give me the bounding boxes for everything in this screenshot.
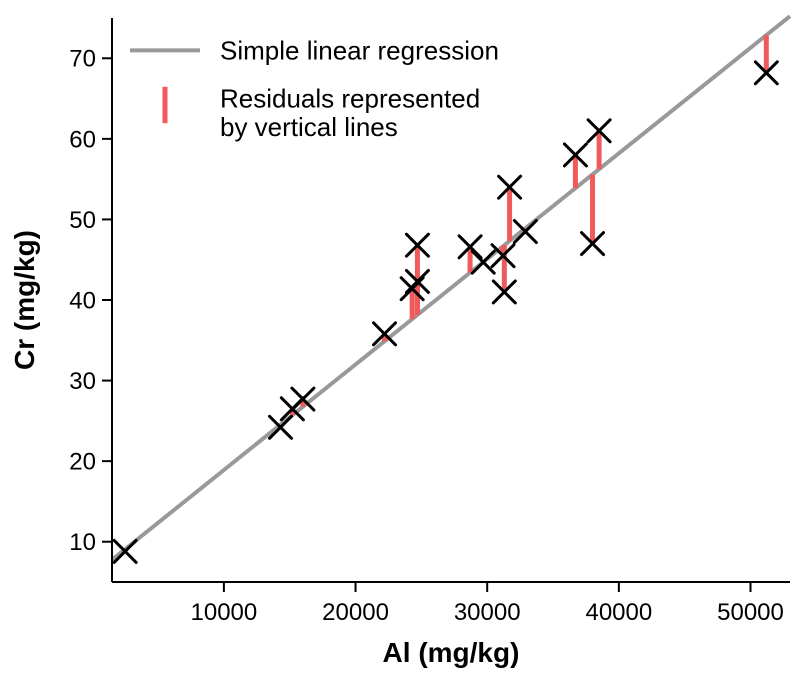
x-tick-label: 10000 xyxy=(191,599,258,626)
x-tick-label: 40000 xyxy=(585,599,652,626)
scatter-chart: 10000 20000 30000 40000 50000 10 20 30 40 50 60 70 A… xyxy=(0,0,806,691)
y-tick-label: 30 xyxy=(69,368,96,395)
legend-label: by vertical lines xyxy=(220,112,398,142)
x-tick-label: 50000 xyxy=(717,599,784,626)
y-tick-label: 20 xyxy=(69,449,96,476)
y-axis-title: Cr (mg/kg) xyxy=(9,230,40,370)
x-tick-label: 30000 xyxy=(454,599,521,626)
y-tick-label: 60 xyxy=(69,126,96,153)
y-tick-label: 40 xyxy=(69,287,96,314)
x-tick-label: 20000 xyxy=(322,599,389,626)
x-axis-title: Al (mg/kg) xyxy=(383,637,520,668)
legend-label: Residuals represented xyxy=(220,84,480,114)
legend-label: Simple linear regression xyxy=(220,36,499,66)
y-tick-label: 10 xyxy=(69,529,96,556)
chart-svg: 10000 20000 30000 40000 50000 10 20 30 40 50 60 70 A… xyxy=(0,0,806,691)
y-tick-label: 50 xyxy=(69,207,96,234)
y-tick-label: 70 xyxy=(69,46,96,73)
